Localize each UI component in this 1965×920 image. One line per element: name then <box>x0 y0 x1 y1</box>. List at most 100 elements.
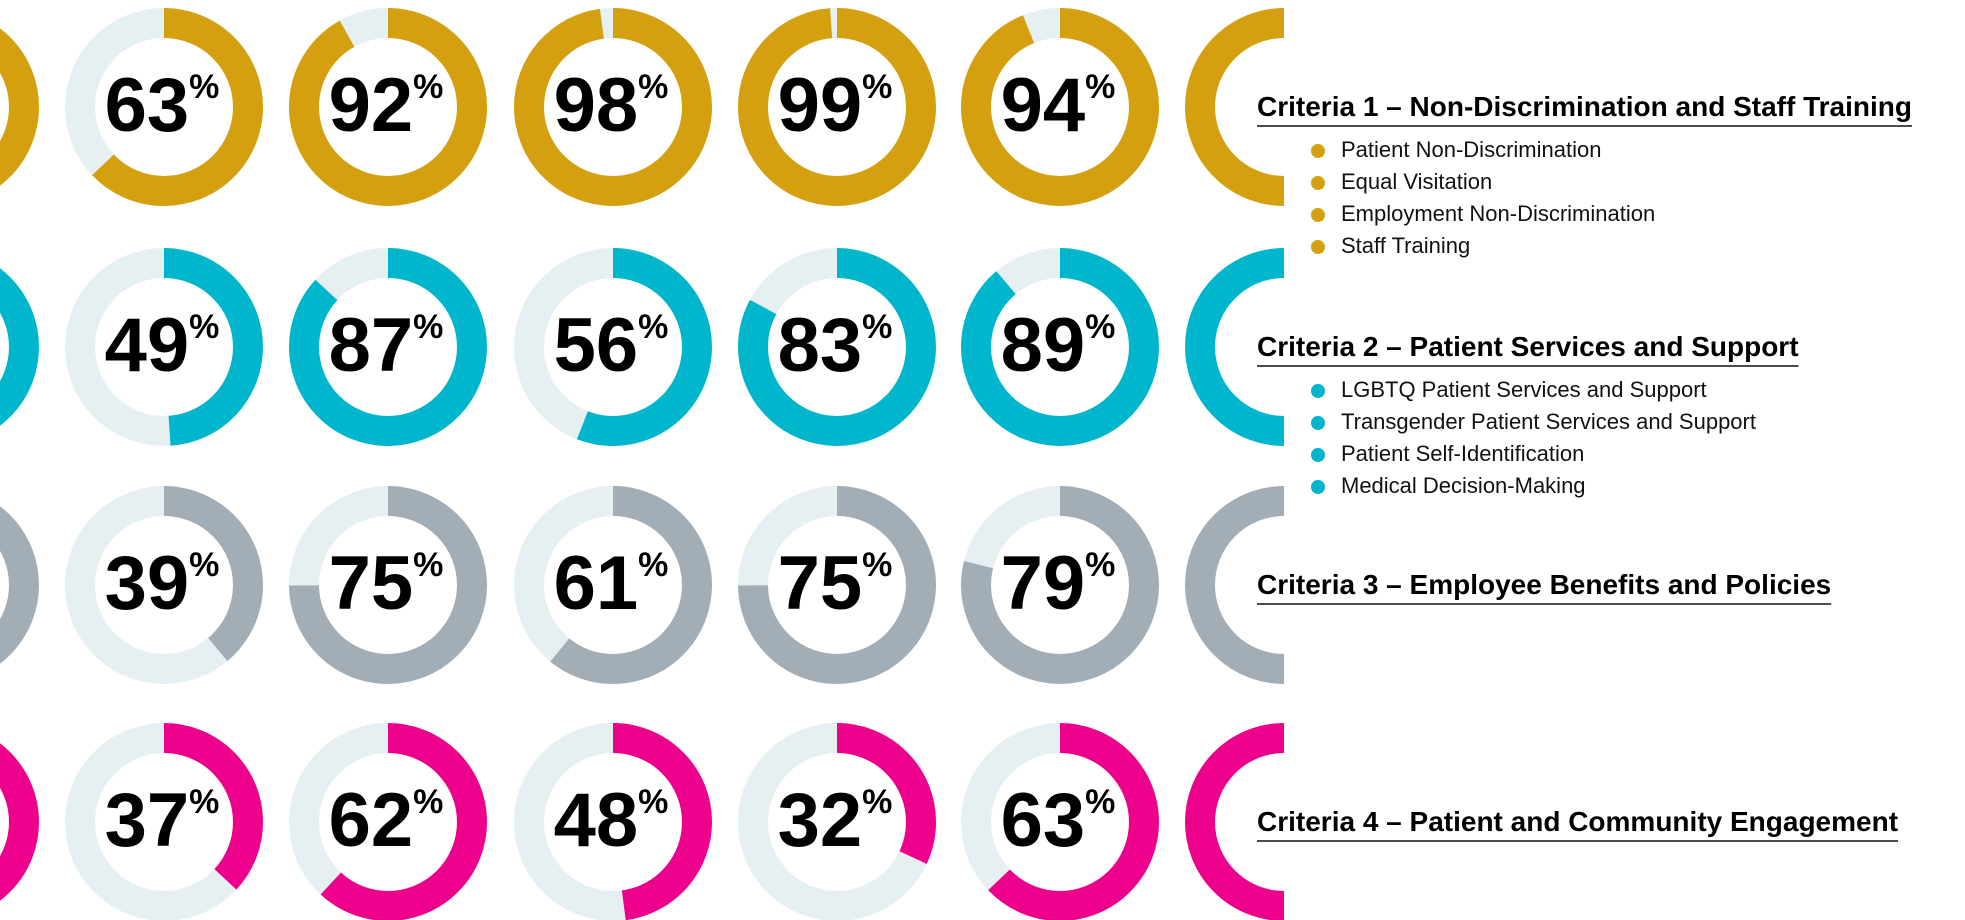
donut-label: 49% <box>105 303 220 388</box>
donut-arc <box>961 248 1159 446</box>
donut-value: 61 <box>554 541 639 626</box>
donut-value: 49 <box>105 303 190 388</box>
donut-arc <box>738 8 936 206</box>
percent-sign: % <box>413 546 443 584</box>
donut-value: 75 <box>778 541 863 626</box>
percent-sign: % <box>862 783 892 821</box>
donut-arc <box>289 723 487 920</box>
donut-label: 75% <box>778 541 893 626</box>
donut: 63% <box>961 723 1159 920</box>
donut-arc <box>289 248 487 446</box>
legend-item: Patient Non-Discrimination <box>1341 137 1601 162</box>
criteria-title: Criteria 4 – Patient and Community Engag… <box>1257 806 1898 837</box>
donut-arc <box>961 723 1159 920</box>
donut-arc <box>514 486 712 684</box>
donut: 56% <box>514 248 712 446</box>
donut-value: 89 <box>1001 303 1086 388</box>
donut-label: 94% <box>1001 63 1116 148</box>
donut-value: 94 <box>1001 63 1086 148</box>
edge-ring <box>0 743 39 901</box>
donut-label: 99% <box>778 63 893 148</box>
donut-value: 48 <box>554 778 639 863</box>
donut-label: 48% <box>554 778 669 863</box>
donut: 63% <box>65 8 263 206</box>
criteria-title: Criteria 1 – Non-Discrimination and Staf… <box>1257 91 1912 122</box>
donut: 87% <box>289 248 487 446</box>
donut-arc <box>961 486 1159 684</box>
donut-label: 37% <box>105 778 220 863</box>
donut-label: 75% <box>329 541 444 626</box>
donut: 39% <box>65 486 263 684</box>
donut: 37% <box>65 723 263 920</box>
donut-label: 87% <box>329 303 444 388</box>
donut-label: 39% <box>105 541 220 626</box>
legend-item: Staff Training <box>1341 233 1470 258</box>
criteria-title: Criteria 2 – Patient Services and Suppor… <box>1257 331 1799 362</box>
donut: 75% <box>289 486 487 684</box>
donut: 62% <box>289 723 487 920</box>
percent-sign: % <box>189 783 219 821</box>
legend-item: Patient Self-Identification <box>1341 441 1584 466</box>
percent-sign: % <box>413 308 443 346</box>
legend-bullet <box>1311 240 1325 254</box>
donut-value: 87 <box>329 303 414 388</box>
legend-bullet <box>1311 448 1325 462</box>
legend-item: Equal Visitation <box>1341 169 1492 194</box>
donut-label: 56% <box>554 303 669 388</box>
donut-value: 98 <box>554 63 639 148</box>
legend-bullet <box>1311 144 1325 158</box>
percent-sign: % <box>638 546 668 584</box>
percent-sign: % <box>189 546 219 584</box>
donut: 99% <box>738 8 936 206</box>
donut-arc <box>289 486 487 684</box>
percent-sign: % <box>862 308 892 346</box>
percent-sign: % <box>1085 546 1115 584</box>
donut-label: 89% <box>1001 303 1116 388</box>
donut: 48% <box>514 723 712 920</box>
percent-sign: % <box>189 308 219 346</box>
donut-label: 92% <box>329 63 444 148</box>
donut-label: 61% <box>554 541 669 626</box>
donut-value: 83 <box>778 303 863 388</box>
donut-arc <box>738 248 936 446</box>
legend-item: Employment Non-Discrimination <box>1341 201 1655 226</box>
donut: 92% <box>289 8 487 206</box>
donut: 98% <box>514 8 712 206</box>
percent-sign: % <box>638 308 668 346</box>
donut-arc <box>289 8 487 206</box>
donut-value: 79 <box>1001 541 1086 626</box>
percent-sign: % <box>638 68 668 106</box>
donut-value: 63 <box>105 63 190 148</box>
donut-arc <box>738 723 936 920</box>
donut: 94% <box>961 8 1159 206</box>
donut: 49% <box>65 248 263 446</box>
percent-sign: % <box>862 546 892 584</box>
donut: 75% <box>738 486 936 684</box>
edge-ring <box>1185 8 1284 206</box>
percent-sign: % <box>638 783 668 821</box>
donut-value: 99 <box>778 63 863 148</box>
legend-item: LGBTQ Patient Services and Support <box>1341 377 1707 402</box>
donut-label: 32% <box>778 778 893 863</box>
donut-value: 39 <box>105 541 190 626</box>
legend-bullet <box>1311 208 1325 222</box>
donut-arc <box>65 723 263 920</box>
legend-bullet <box>1311 480 1325 494</box>
edge-ring <box>1185 723 1284 920</box>
legend-item: Medical Decision-Making <box>1341 473 1586 498</box>
percent-sign: % <box>413 68 443 106</box>
percent-sign: % <box>1085 308 1115 346</box>
donut-arc <box>514 8 712 206</box>
donut-value: 92 <box>329 63 414 148</box>
percent-sign: % <box>1085 783 1115 821</box>
donut-label: 63% <box>1001 778 1116 863</box>
donut-arc <box>65 248 263 446</box>
edge-ring <box>0 28 39 186</box>
edge-ring <box>0 506 39 664</box>
donut: 61% <box>514 486 712 684</box>
donut-label: 79% <box>1001 541 1116 626</box>
donut: 79% <box>961 486 1159 684</box>
percent-sign: % <box>189 68 219 106</box>
donut-label: 98% <box>554 63 669 148</box>
